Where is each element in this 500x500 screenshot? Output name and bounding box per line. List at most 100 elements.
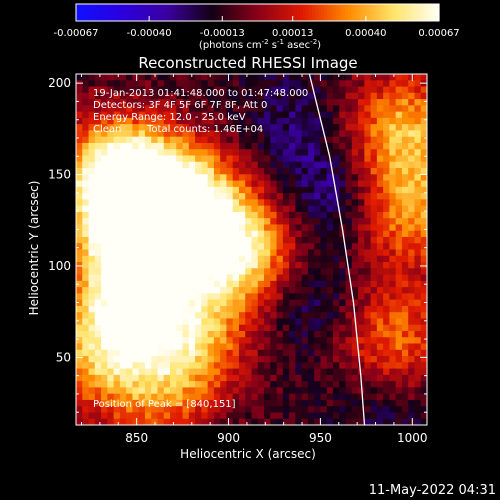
heatmap-cell [301, 180, 309, 188]
heatmap-cell [326, 224, 334, 232]
heatmap-cell [88, 393, 96, 401]
heatmap-cell [264, 356, 271, 363]
heatmap-cell [245, 180, 252, 188]
heatmap-cell [182, 349, 190, 357]
heatmap-cell [220, 349, 227, 357]
heatmap-cell [138, 99, 146, 106]
heatmap-cell [144, 318, 152, 326]
heatmap-cell [345, 74, 353, 81]
heatmap-cell [88, 224, 96, 232]
heatmap-cell [276, 236, 284, 244]
heatmap-cell [264, 268, 271, 275]
colorbar-segment [381, 4, 386, 21]
heatmap-cell [201, 199, 209, 207]
heatmap-cell [176, 349, 183, 357]
heatmap-cell [119, 155, 127, 163]
heatmap-cell [82, 312, 89, 319]
heatmap-cell [188, 74, 196, 81]
heatmap-cell [257, 299, 265, 307]
heatmap-cell [332, 149, 340, 156]
heatmap-cell [332, 255, 340, 263]
heatmap-cell [238, 280, 246, 288]
heatmap-cell [376, 412, 384, 420]
heatmap-cell [414, 211, 422, 219]
heatmap-cell [76, 324, 83, 332]
heatmap-cell [314, 368, 321, 376]
heatmap-cell [408, 243, 415, 250]
heatmap-cell [232, 168, 240, 175]
heatmap-cell [408, 305, 415, 313]
heatmap-cell [320, 211, 328, 219]
heatmap-cell [107, 399, 115, 407]
heatmap-cell [270, 324, 277, 332]
heatmap-cell [364, 80, 371, 87]
heatmap-cell [82, 249, 89, 257]
heatmap-cell [339, 117, 346, 125]
heatmap-cell [182, 111, 190, 119]
heatmap-cell [289, 92, 296, 100]
heatmap-cell [257, 80, 265, 87]
heatmap-cell [94, 236, 102, 244]
heatmap-cell [376, 262, 384, 269]
heatmap-cell [301, 99, 309, 106]
heatmap-cell [376, 349, 384, 357]
heatmap-cell [395, 243, 403, 250]
heatmap-cell [301, 211, 309, 219]
heatmap-cell [414, 280, 422, 288]
heatmap-cell [82, 74, 89, 81]
heatmap-cell [414, 274, 422, 282]
heatmap-cell [182, 193, 190, 200]
heatmap-cell [126, 124, 133, 131]
heatmap-cell [395, 287, 403, 294]
heatmap-cell [370, 168, 378, 175]
heatmap-cell [389, 274, 397, 282]
heatmap-cell [295, 318, 303, 326]
heatmap-cell [94, 356, 102, 363]
colorbar-segment [148, 4, 153, 21]
heatmap-cell [351, 374, 359, 382]
heatmap-cell [170, 287, 177, 294]
heatmap-cell [364, 199, 371, 207]
heatmap-cell [207, 74, 215, 81]
heatmap-cell [345, 142, 353, 150]
heatmap-cell [182, 280, 190, 288]
heatmap-cell [207, 124, 215, 131]
heatmap-cell [276, 230, 284, 238]
heatmap-cell [401, 193, 409, 200]
heatmap-cell [132, 92, 140, 100]
heatmap-cell [107, 293, 115, 301]
heatmap-cell [408, 174, 415, 181]
heatmap-cell [276, 218, 284, 225]
heatmap-cell [188, 155, 196, 163]
colorbar-segment [209, 4, 213, 21]
heatmap-cell [188, 287, 196, 294]
heatmap-cell [220, 211, 227, 219]
heatmap-cell [126, 99, 133, 106]
heatmap-cell [76, 130, 83, 138]
heatmap-cell [107, 349, 115, 357]
heatmap-cell [301, 293, 309, 301]
heatmap-cell [94, 180, 102, 188]
heatmap-cell [170, 86, 177, 94]
heatmap-cell [332, 180, 340, 188]
heatmap-cell [376, 224, 384, 232]
heatmap-cell [232, 393, 240, 401]
heatmap-cell [245, 142, 252, 150]
colorbar-segment [417, 4, 422, 21]
heatmap-cell [176, 406, 183, 413]
heatmap-cell [307, 124, 315, 131]
heatmap-cell [163, 174, 171, 181]
heatmap-cell [76, 349, 83, 357]
heatmap-cell [201, 374, 209, 382]
heatmap-cell [144, 312, 152, 319]
heatmap-cell [119, 161, 127, 169]
heatmap-cell [76, 86, 83, 94]
heatmap-cell [314, 262, 321, 269]
heatmap-cell [113, 80, 121, 87]
heatmap-cell [119, 180, 127, 188]
heatmap-cell [339, 86, 346, 94]
heatmap-cell [295, 418, 303, 426]
heatmap-cell [76, 105, 83, 113]
heatmap-cell [289, 381, 296, 388]
heatmap-cell [82, 268, 89, 275]
